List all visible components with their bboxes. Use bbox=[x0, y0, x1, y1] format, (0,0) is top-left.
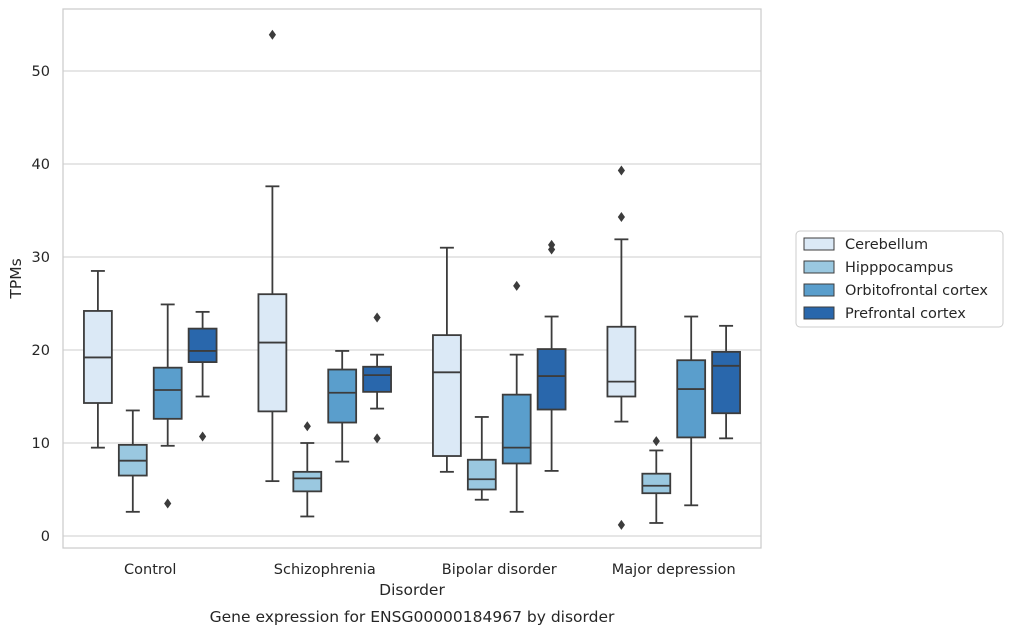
box bbox=[362, 312, 392, 444]
outlier-point bbox=[548, 244, 556, 255]
outlier-point bbox=[164, 498, 172, 509]
outlier-point bbox=[617, 165, 625, 176]
box bbox=[432, 246, 462, 473]
box-body bbox=[606, 325, 637, 398]
outlier-point bbox=[617, 519, 625, 530]
box-body bbox=[327, 368, 358, 424]
y-tick-label: 10 bbox=[32, 436, 50, 452]
legend-swatch bbox=[803, 306, 835, 320]
outlier-point bbox=[373, 433, 381, 444]
legend-frame bbox=[795, 230, 1004, 328]
legend-swatch bbox=[803, 237, 835, 251]
box-body bbox=[187, 327, 218, 363]
series-group bbox=[117, 409, 672, 524]
outlier-point bbox=[617, 212, 625, 223]
box-body bbox=[641, 472, 672, 495]
legend-swatch bbox=[803, 283, 835, 297]
box-body bbox=[362, 365, 392, 393]
legend-label: Prefrontal cortex bbox=[845, 306, 966, 322]
series-group bbox=[83, 29, 637, 530]
box bbox=[676, 315, 707, 507]
box bbox=[641, 436, 672, 524]
box bbox=[327, 350, 358, 463]
box bbox=[501, 280, 532, 513]
chart-title: Gene expression for ENSG00000184967 by d… bbox=[210, 608, 615, 626]
x-axis-ticks: Control Schizophrenia Bipolar disorder Majo… bbox=[124, 562, 736, 578]
box bbox=[536, 239, 567, 472]
legend-swatch bbox=[803, 260, 835, 274]
outlier-point bbox=[268, 29, 276, 40]
x-axis-label: Disorder bbox=[379, 581, 445, 599]
box bbox=[257, 29, 288, 483]
legend: Cerebellum Hipppocampus Orbitofrontal cort… bbox=[795, 230, 1004, 328]
outlier-point bbox=[199, 431, 207, 442]
x-tick-label: Major depression bbox=[612, 562, 736, 578]
outlier-point bbox=[373, 312, 381, 323]
grid-lines bbox=[63, 70, 761, 537]
box-body bbox=[292, 470, 323, 493]
outlier-point bbox=[513, 280, 521, 291]
legend-label: Orbitofrontal cortex bbox=[845, 283, 988, 299]
y-axis-ticks: 0 10 20 30 40 50 bbox=[32, 64, 50, 545]
y-tick-label: 20 bbox=[32, 343, 50, 359]
y-tick-label: 50 bbox=[32, 64, 50, 80]
box-body bbox=[152, 366, 183, 420]
y-tick-label: 0 bbox=[41, 529, 50, 545]
box bbox=[83, 270, 113, 449]
box-body bbox=[257, 293, 288, 413]
y-tick-label: 30 bbox=[32, 250, 50, 266]
box-body bbox=[536, 348, 567, 411]
x-tick-label: Bipolar disorder bbox=[442, 562, 557, 578]
outlier-point bbox=[303, 421, 311, 432]
box-series bbox=[83, 29, 741, 530]
box-body bbox=[466, 458, 497, 491]
y-tick-label: 40 bbox=[32, 157, 50, 173]
series-group bbox=[152, 280, 707, 513]
box bbox=[292, 421, 323, 518]
y-axis-label: TPMs bbox=[7, 258, 25, 299]
box bbox=[711, 324, 741, 440]
box bbox=[152, 303, 183, 509]
x-tick-label: Control bbox=[124, 562, 176, 578]
box bbox=[117, 409, 148, 513]
legend-label: Cerebellum bbox=[845, 237, 928, 253]
box-body bbox=[676, 359, 707, 439]
series-group bbox=[187, 239, 741, 472]
box-body bbox=[501, 393, 532, 465]
legend-label: Hipppocampus bbox=[845, 260, 953, 276]
plot-frame bbox=[62, 8, 762, 549]
box bbox=[606, 165, 637, 530]
box bbox=[466, 416, 497, 501]
outlier-point bbox=[652, 436, 660, 447]
box-body bbox=[711, 350, 741, 415]
x-tick-label: Schizophrenia bbox=[274, 562, 376, 578]
box bbox=[187, 310, 218, 442]
box-body bbox=[432, 334, 462, 457]
